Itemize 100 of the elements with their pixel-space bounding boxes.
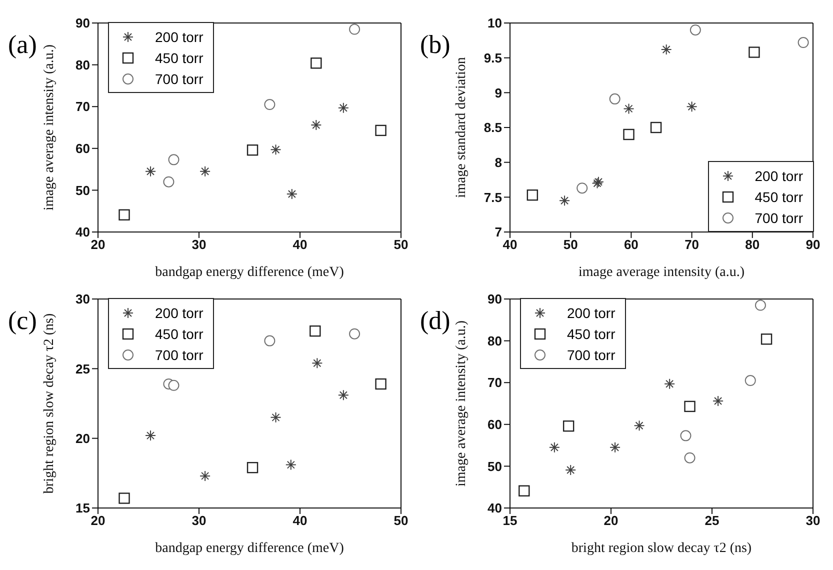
- point: [634, 420, 645, 432]
- legend-label: 200 torr: [155, 28, 204, 44]
- y-tick-label: 20: [76, 430, 90, 446]
- point: [118, 209, 130, 220]
- point: [246, 462, 258, 474]
- x-tick-label: 40: [292, 237, 308, 252]
- point: [684, 452, 696, 464]
- point: [310, 58, 322, 69]
- point: [118, 492, 130, 504]
- point: [610, 442, 621, 453]
- x-tick-label: 20: [90, 513, 106, 528]
- point: [680, 430, 692, 442]
- y-tick-label: 40: [488, 500, 502, 516]
- legend-label: 700 torr: [155, 346, 204, 362]
- point: [518, 485, 530, 496]
- point: [145, 166, 156, 177]
- y-tick-label: 50: [488, 458, 502, 474]
- x-tick-label: 90: [806, 237, 820, 252]
- point: [349, 24, 360, 35]
- point: [349, 328, 360, 340]
- y-axis-title: bright region slow decay τ2 (ns): [42, 313, 57, 494]
- point: [270, 412, 282, 423]
- y-tick-label: 7: [494, 224, 502, 240]
- y-tick-label: 8: [494, 154, 502, 170]
- x-tick-label: 70: [684, 237, 700, 252]
- point: [526, 189, 538, 201]
- point: [559, 195, 570, 206]
- point: [338, 390, 349, 401]
- point: [760, 334, 772, 345]
- point: [660, 44, 672, 55]
- point: [623, 103, 634, 114]
- point: [310, 119, 322, 130]
- legend-label: 700 torr: [155, 70, 204, 86]
- point: [623, 128, 634, 140]
- y-tick-label: 60: [76, 141, 90, 156]
- y-tick-label: 7.5: [484, 190, 502, 205]
- legend-label: 450 torr: [155, 326, 204, 342]
- x-axis-title: image average intensity (a.u.): [578, 265, 745, 280]
- y-tick-label: 30: [76, 292, 90, 307]
- y-axis-title: image average intensity (a.u.): [42, 44, 57, 210]
- point: [748, 46, 760, 58]
- legend-label: 200 torr: [155, 304, 204, 320]
- y-tick-label: 60: [488, 417, 502, 432]
- x-tick-label: 20: [90, 237, 106, 252]
- y-tick-label: 90: [488, 292, 502, 307]
- legend-label: 450 torr: [155, 50, 204, 66]
- point: [200, 166, 211, 177]
- point: [286, 188, 298, 200]
- x-tick-label: 50: [394, 237, 408, 252]
- y-tick-label: 10: [488, 16, 502, 31]
- x-tick-label: 80: [745, 237, 760, 252]
- y-tick-label: 50: [76, 182, 90, 198]
- point: [576, 182, 588, 194]
- point: [609, 93, 620, 104]
- text: (a): [8, 30, 37, 60]
- x-axis-title: bandgap energy difference (meV): [155, 265, 344, 280]
- legend-label: 200 torr: [754, 168, 803, 184]
- point: [168, 380, 180, 391]
- point: [690, 24, 701, 36]
- point: [168, 154, 180, 166]
- x-tick-label: 20: [604, 513, 618, 528]
- point: [664, 378, 676, 390]
- point: [712, 395, 724, 406]
- point: [338, 102, 349, 114]
- x-axis-title: bandgap energy difference (meV): [155, 541, 344, 556]
- point: [246, 144, 258, 156]
- x-tick-label: 30: [192, 513, 206, 528]
- legend-label: 450 torr: [567, 326, 616, 342]
- y-tick-label: 9: [494, 85, 502, 100]
- point: [744, 375, 756, 386]
- point: [798, 37, 809, 48]
- y-tick-label: 90: [76, 16, 90, 31]
- point: [684, 400, 696, 412]
- point: [264, 99, 276, 110]
- point: [650, 122, 662, 134]
- x-axis-title: bright region slow decay τ2 (ns): [571, 541, 752, 556]
- y-tick-label: 80: [76, 57, 90, 72]
- y-tick-label: 9.5: [484, 50, 502, 66]
- legend-label: 450 torr: [754, 188, 803, 204]
- text: (c): [8, 306, 37, 336]
- point: [375, 378, 386, 390]
- y-tick-label: 15: [76, 500, 90, 516]
- point: [686, 101, 698, 112]
- x-tick-label: 40: [292, 513, 308, 528]
- point: [270, 144, 282, 156]
- point: [310, 325, 321, 337]
- point: [565, 464, 576, 476]
- legend-label: 200 torr: [567, 304, 616, 320]
- y-tick-label: 25: [76, 361, 90, 376]
- point: [754, 300, 766, 311]
- x-tick-label: 25: [704, 513, 720, 528]
- point: [562, 420, 574, 432]
- x-tick-label: 50: [563, 237, 578, 252]
- text: (b): [420, 30, 450, 60]
- x-tick-label: 30: [192, 237, 206, 252]
- point: [548, 442, 560, 453]
- y-tick-label: 8.5: [484, 120, 502, 136]
- x-tick-label: 60: [624, 237, 638, 252]
- y-tick-label: 70: [76, 99, 90, 114]
- point: [312, 358, 323, 369]
